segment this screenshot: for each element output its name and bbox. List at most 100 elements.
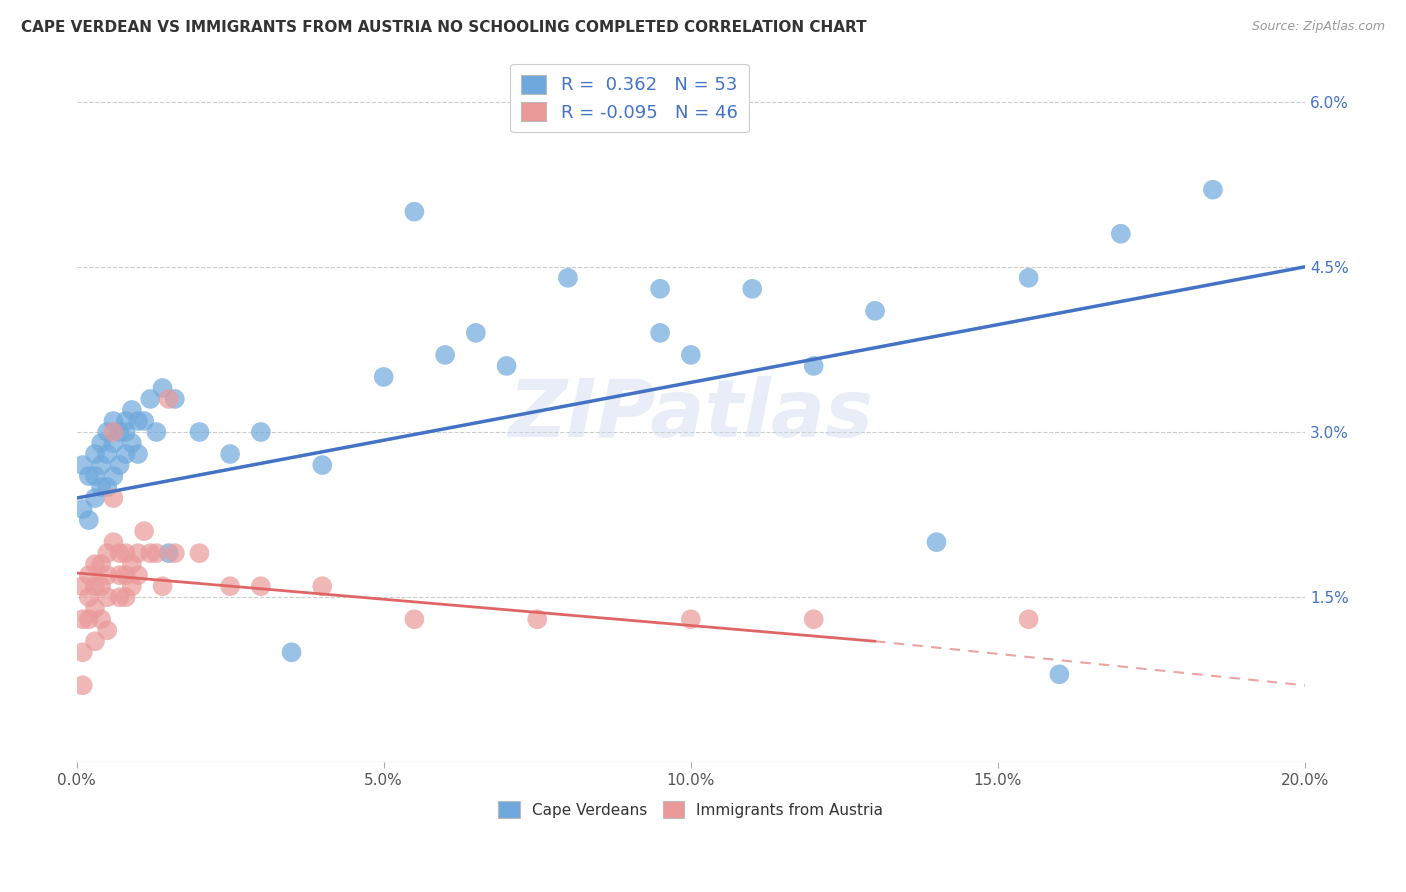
Point: [77, 612, 100, 626]
Point: [152, 579, 174, 593]
Point: [114, 546, 136, 560]
Point: [108, 546, 131, 560]
Point: [127, 414, 149, 428]
Point: [134, 524, 156, 538]
Point: [404, 204, 426, 219]
Point: [96, 568, 118, 582]
Point: [311, 579, 333, 593]
Point: [96, 480, 118, 494]
Point: [139, 392, 162, 406]
Point: [72, 645, 94, 659]
Point: [1018, 612, 1040, 626]
Point: [72, 458, 94, 472]
Point: [84, 634, 107, 648]
Point: [96, 425, 118, 439]
Text: CAPE VERDEAN VS IMMIGRANTS FROM AUSTRIA NO SCHOOLING COMPLETED CORRELATION CHART: CAPE VERDEAN VS IMMIGRANTS FROM AUSTRIA …: [21, 20, 866, 35]
Point: [96, 624, 118, 638]
Point: [96, 546, 118, 560]
Point: [77, 469, 100, 483]
Text: ZIPatlas: ZIPatlas: [509, 376, 873, 455]
Point: [219, 447, 242, 461]
Point: [648, 282, 671, 296]
Point: [139, 546, 162, 560]
Point: [84, 557, 107, 571]
Point: [127, 546, 149, 560]
Point: [108, 458, 131, 472]
Point: [90, 557, 112, 571]
Point: [77, 591, 100, 605]
Point: [121, 579, 143, 593]
Point: [1047, 667, 1070, 681]
Point: [679, 348, 702, 362]
Point: [90, 579, 112, 593]
Point: [77, 513, 100, 527]
Point: [72, 579, 94, 593]
Point: [250, 425, 273, 439]
Point: [114, 425, 136, 439]
Point: [90, 612, 112, 626]
Point: [90, 458, 112, 472]
Point: [84, 601, 107, 615]
Point: [90, 480, 112, 494]
Point: [96, 591, 118, 605]
Point: [114, 591, 136, 605]
Point: [103, 425, 125, 439]
Point: [803, 359, 825, 373]
Point: [495, 359, 517, 373]
Point: [121, 557, 143, 571]
Point: [1202, 183, 1225, 197]
Point: [90, 436, 112, 450]
Point: [103, 469, 125, 483]
Point: [121, 436, 143, 450]
Point: [84, 447, 107, 461]
Point: [152, 381, 174, 395]
Point: [103, 414, 125, 428]
Point: [741, 282, 763, 296]
Point: [157, 392, 180, 406]
Text: Source: ZipAtlas.com: Source: ZipAtlas.com: [1251, 20, 1385, 33]
Point: [557, 270, 579, 285]
Point: [103, 535, 125, 549]
Point: [84, 579, 107, 593]
Point: [72, 678, 94, 692]
Point: [145, 425, 167, 439]
Point: [127, 447, 149, 461]
Point: [108, 425, 131, 439]
Point: [157, 546, 180, 560]
Point: [679, 612, 702, 626]
Point: [280, 645, 302, 659]
Point: [77, 568, 100, 582]
Point: [188, 546, 211, 560]
Point: [219, 579, 242, 593]
Point: [373, 370, 395, 384]
Point: [925, 535, 948, 549]
Point: [103, 436, 125, 450]
Point: [72, 502, 94, 516]
Point: [188, 425, 211, 439]
Point: [84, 491, 107, 505]
Point: [114, 414, 136, 428]
Point: [311, 458, 333, 472]
Point: [1109, 227, 1132, 241]
Point: [72, 612, 94, 626]
Point: [114, 447, 136, 461]
Point: [250, 579, 273, 593]
Point: [84, 469, 107, 483]
Point: [863, 303, 886, 318]
Point: [108, 568, 131, 582]
Point: [526, 612, 548, 626]
Point: [114, 568, 136, 582]
Point: [464, 326, 486, 340]
Point: [1018, 270, 1040, 285]
Legend: Cape Verdeans, Immigrants from Austria: Cape Verdeans, Immigrants from Austria: [492, 796, 890, 824]
Point: [121, 403, 143, 417]
Point: [163, 546, 186, 560]
Point: [108, 591, 131, 605]
Point: [163, 392, 186, 406]
Point: [127, 568, 149, 582]
Point: [404, 612, 426, 626]
Point: [96, 447, 118, 461]
Point: [103, 491, 125, 505]
Point: [134, 414, 156, 428]
Point: [803, 612, 825, 626]
